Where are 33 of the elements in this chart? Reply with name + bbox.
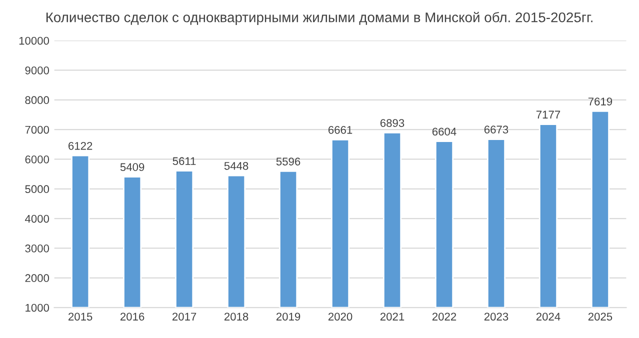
x-tick-label: 2023	[484, 312, 508, 321]
x-tick-label: 2016	[120, 312, 144, 321]
data-label: 7619	[588, 98, 612, 106]
data-label: 6893	[380, 119, 404, 127]
y-tick-label: 1000	[26, 304, 50, 312]
x-tick-label: 2019	[276, 312, 300, 321]
x-tick-label: 2018	[224, 312, 248, 321]
x-tick-label: 2017	[172, 312, 196, 321]
data-label: 6673	[484, 126, 508, 134]
data-label: 5448	[224, 162, 248, 170]
y-tick-label: 10000	[19, 36, 50, 45]
y-tick-label: 2000	[25, 274, 50, 282]
y-tick-label: 5000	[25, 185, 50, 194]
data-label: 6122	[68, 142, 92, 150]
data-label: 5409	[120, 163, 144, 172]
y-tick-label: 4000	[24, 214, 50, 223]
data-label: 7177	[536, 110, 560, 118]
x-tick-label: 2020	[328, 312, 352, 321]
x-tick-label: 2025	[588, 312, 612, 321]
data-label: 6661	[328, 126, 352, 134]
x-tick-label: 2022	[432, 312, 456, 321]
data-label: 6604	[432, 128, 456, 136]
data-label: 5611	[172, 157, 196, 166]
y-tick-label: 8000	[25, 96, 50, 104]
x-tick-label: 2024	[536, 312, 560, 321]
data-label: 5596	[276, 158, 300, 166]
y-tick-label: 3000	[25, 244, 50, 252]
chart-title: Количество сделок с одноквартирными жилыми домами в Минской обл. 2015-2025гг.	[46, 12, 592, 26]
y-tick-label: 7000	[25, 126, 50, 134]
y-tick-label: 6000	[25, 156, 50, 164]
x-tick-label: 2021	[380, 312, 404, 321]
x-tick-label: 2015	[68, 312, 92, 321]
y-tick-label: 9000	[25, 66, 50, 74]
